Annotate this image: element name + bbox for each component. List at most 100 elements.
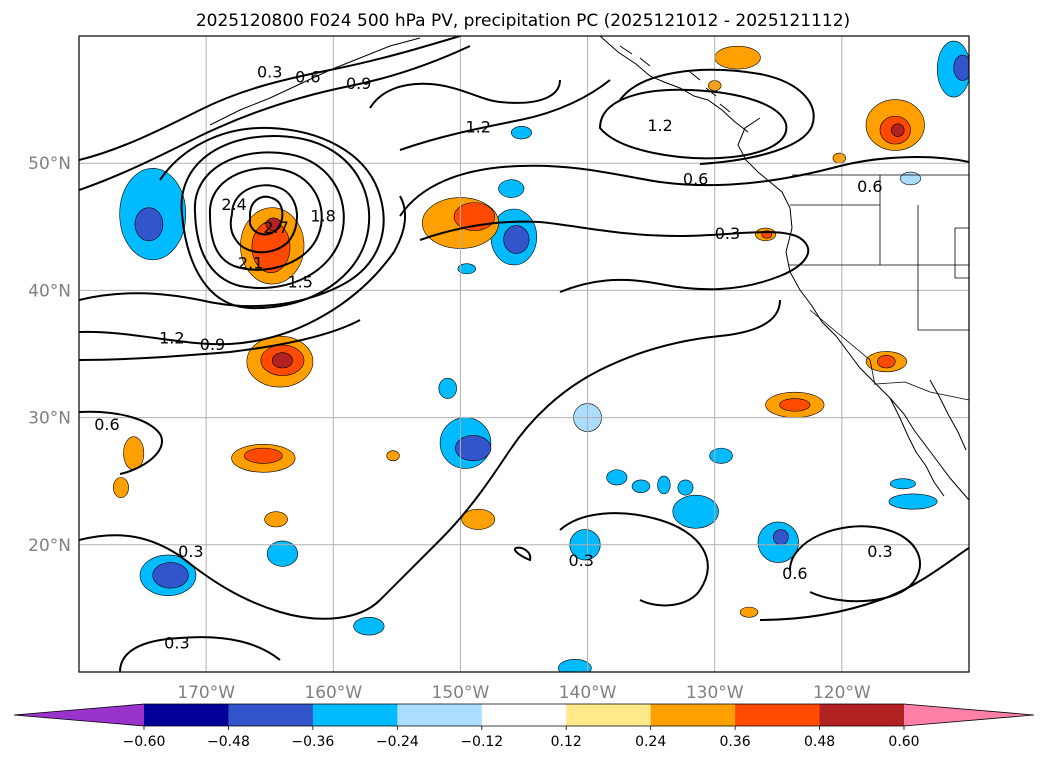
- pv-contour-ring-4: [193, 151, 345, 290]
- pv-contour-subtropical: [79, 299, 781, 620]
- precip-anomaly-blob: [113, 477, 129, 499]
- precip-anomaly-blob: [677, 479, 694, 496]
- precip-anomaly-blob: [461, 508, 496, 530]
- lat-tick-label: 40°N: [28, 281, 71, 301]
- pv-contour-label: 0.9: [200, 335, 225, 354]
- precip-anomaly-blob: [832, 152, 846, 164]
- lon-tick-label: 150°W: [432, 683, 490, 703]
- colorbar-segment: [312, 704, 398, 726]
- pv-contour-0-3-southeast: [759, 547, 969, 621]
- pv-contour-label: 0.3: [257, 63, 282, 82]
- precip-anomaly-blob: [739, 606, 759, 618]
- pv-contour-east-1-2: [598, 88, 788, 160]
- colorbar-segment: [566, 704, 652, 726]
- colorbar-segment: [144, 704, 229, 726]
- colorbar-extend-low: [14, 704, 144, 726]
- pv-contour-upper-0-6: [79, 45, 471, 191]
- colorbar-tick-label: 0.12: [551, 734, 582, 750]
- pv-contour-ring-5: [180, 135, 371, 310]
- pv-contours: [79, 36, 969, 672]
- precip-anomaly-blob: [900, 171, 921, 186]
- map-area: 0.3 0.6 0.9 1.2 1.2 0.6 0.6 2.4 2.72.1 1.8 1.5 0.3 1…: [79, 36, 969, 672]
- pv-contour-1-5: [79, 126, 385, 308]
- pv-contour-label: 1.2: [647, 116, 672, 135]
- precip-anomaly-blob: [888, 493, 938, 510]
- precip-anomaly-blob: [953, 54, 969, 81]
- lon-tick-label: 120°W: [813, 683, 871, 703]
- lon-tick-label: 130°W: [686, 683, 744, 703]
- lon-tick-label: 170°W: [177, 683, 235, 703]
- colorbar-tick-label: 0.48: [804, 734, 835, 750]
- pv-contour-labels: 0.3 0.6 0.9 1.2 1.2 0.6 0.6 2.4 2.72.1 1.8 1.5 0.3 1…: [94, 63, 892, 653]
- pv-contour-0-6-southeast: [789, 525, 921, 603]
- precip-anomaly-blob: [877, 354, 896, 369]
- precip-anomaly-blob: [714, 45, 761, 70]
- colorbar-segment: [819, 704, 905, 726]
- lat-tick-label: 30°N: [28, 409, 71, 429]
- precip-anomaly-blob: [772, 529, 789, 546]
- gulf-of-california: [929, 379, 967, 451]
- pv-contour-label: 0.3: [715, 224, 740, 243]
- aleutian-islands: [209, 37, 421, 126]
- pv-contour-ring-3: [208, 167, 323, 271]
- lat-tick-label: 20°N: [28, 536, 71, 556]
- pv-contour-label: 1.2: [466, 117, 491, 136]
- pv-contour-label: 0.9: [346, 74, 371, 93]
- precip-anomaly-blob: [558, 658, 592, 672]
- precip-anomaly-blob: [438, 377, 457, 399]
- precip-anomaly-blob: [264, 511, 288, 528]
- precip-anomaly-blob: [123, 436, 145, 471]
- precip-anomaly-blob: [709, 447, 733, 464]
- precip-anomaly-blob: [134, 207, 164, 242]
- precip-anomaly-blob: [152, 562, 189, 589]
- pv-contour-0-9-north: [369, 79, 561, 109]
- pv-contour-0-3-band: [419, 220, 810, 293]
- pv-contour-label: 0.6: [782, 564, 807, 583]
- pv-contour-label: 0.3: [178, 542, 203, 561]
- pv-contour-ring-2: [229, 184, 299, 254]
- colorbar-tick-label: −0.12: [460, 734, 503, 750]
- north-america-west-coast: [737, 117, 969, 501]
- pv-contour-label: 2.7: [263, 218, 288, 237]
- colorbar-tick-label: 0.60: [888, 734, 919, 750]
- pv-contour-label: 2.1: [238, 253, 263, 272]
- pv-contour-0-9-west: [79, 319, 361, 361]
- precip-anomaly-blob: [631, 479, 651, 493]
- pv-contour-tropical: [514, 546, 532, 562]
- precip-anomaly-blob: [498, 179, 525, 198]
- pv-contour-upper-0-3: [79, 36, 461, 161]
- precip-anomaly-blob: [386, 450, 400, 462]
- pv-contour-1-2-north: [399, 79, 611, 151]
- colorbar-tick-label: −0.36: [291, 734, 334, 750]
- pv-contour-label: 2.4: [221, 195, 246, 214]
- ocean-background: [79, 36, 969, 672]
- precipitation-shading: [113, 40, 969, 672]
- precip-anomaly-blob: [657, 475, 671, 495]
- longitude-axis: 170°W 160°W 150°W 140°W 130°W 120°W: [177, 683, 871, 703]
- chart-title: 2025120800 F024 500 hPa PV, precipitatio…: [196, 11, 850, 31]
- lon-tick-label: 140°W: [559, 683, 617, 703]
- map-frame: [78, 35, 970, 673]
- lat-tick-label: 50°N: [28, 154, 71, 174]
- pv-contour-0-3-bottom: [119, 636, 281, 672]
- pv-contour-label: 0.6: [295, 68, 320, 87]
- pv-contour-label: 1.2: [159, 328, 184, 347]
- pv-contour-0-6-band: [399, 156, 969, 217]
- pv-contour-label: 0.3: [568, 551, 593, 570]
- political-borders: [788, 174, 969, 401]
- precip-anomaly-blob: [503, 225, 530, 254]
- colorbar-segment: [228, 704, 314, 726]
- precip-anomaly-blob: [271, 352, 293, 369]
- pv-contour-0-6-west: [79, 410, 163, 475]
- precip-anomaly-blob: [779, 398, 811, 412]
- pv-contour-label: 0.6: [94, 415, 119, 434]
- precip-anomaly-blob: [243, 447, 283, 464]
- precip-anomaly-blob: [672, 494, 719, 529]
- pv-contour-label: 0.6: [857, 177, 882, 196]
- colorbar-tick-label: −0.48: [207, 734, 250, 750]
- precip-anomaly-blob: [891, 123, 905, 137]
- precip-anomaly-blob: [353, 617, 385, 636]
- us-mexico-border: [875, 381, 969, 401]
- colorbar-tick-label: 0.36: [720, 734, 751, 750]
